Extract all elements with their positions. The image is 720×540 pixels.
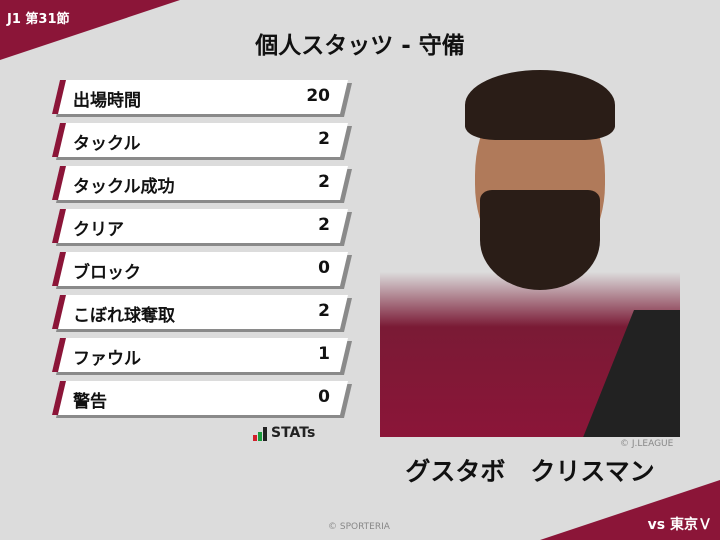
- stat-row: タックル 2: [52, 123, 352, 157]
- stats-logo-text: STATs: [271, 425, 316, 441]
- stat-row: こぼれ球奪取 2: [52, 295, 352, 329]
- round-label: J1 第31節: [7, 12, 70, 27]
- stat-value: 2: [318, 172, 330, 192]
- stat-row: ブロック 0: [52, 252, 352, 286]
- stat-label: ブロック: [73, 263, 141, 283]
- opponent-label: vs 東京Ｖ: [647, 517, 712, 533]
- stat-value: 20: [306, 86, 330, 106]
- stat-value: 1: [318, 344, 330, 364]
- stat-row: 警告 0: [52, 381, 352, 415]
- photo-credit: © J.LEAGUE: [620, 439, 674, 449]
- stat-value: 0: [318, 387, 330, 407]
- bar-chart-icon: [253, 427, 267, 441]
- stat-label: タックル: [73, 134, 141, 154]
- stat-value: 0: [318, 258, 330, 278]
- stats-logo: STATs: [253, 425, 315, 441]
- stat-row: ファウル 1: [52, 338, 352, 372]
- stat-value: 2: [318, 301, 330, 321]
- stat-value: 2: [318, 129, 330, 149]
- stat-value: 2: [318, 215, 330, 235]
- stat-label: 警告: [73, 392, 107, 412]
- page-title: 個人スタッツ - 守備: [255, 33, 465, 59]
- player-photo: [380, 70, 680, 437]
- stat-label: こぼれ球奪取: [73, 306, 175, 326]
- stat-row: クリア 2: [52, 209, 352, 243]
- stat-label: 出場時間: [73, 91, 141, 111]
- footer-credit: © SPORTERIA: [328, 522, 390, 532]
- stat-row: タックル成功 2: [52, 166, 352, 200]
- player-name: グスタボ クリスマン: [405, 457, 655, 486]
- stat-label: タックル成功: [73, 177, 175, 197]
- stat-label: ファウル: [73, 349, 141, 369]
- stat-row: 出場時間 20: [52, 80, 352, 114]
- stat-label: クリア: [73, 220, 124, 240]
